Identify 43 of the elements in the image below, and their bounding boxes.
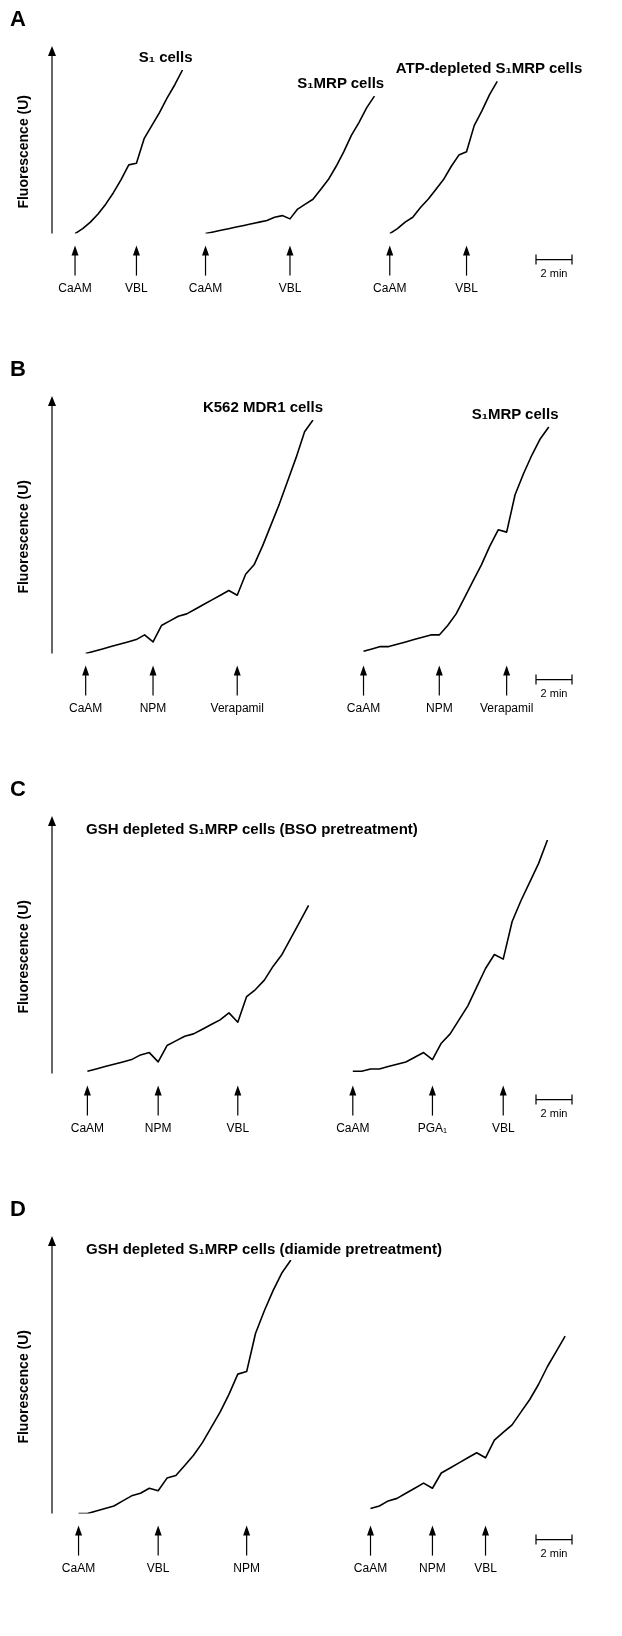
y-axis-title: Fluorescence (U) — [15, 480, 31, 594]
y-axis-title: Fluorescence (U) — [15, 900, 31, 1014]
x-tick-label: NPM — [144, 1121, 172, 1136]
chart-title: B — [10, 356, 26, 381]
x-tick-label: CaAM — [336, 1121, 370, 1136]
text: 2 min — [540, 686, 568, 699]
x-tick-label: VBL — [455, 281, 479, 296]
x-tick-label: Verapamil — [479, 701, 534, 716]
chart-subtitle: GSH depleted S₁MRP cells (diamide pretreatment) — [86, 1240, 443, 1257]
chart-title: C — [10, 776, 26, 801]
x-tick-label: NPM — [233, 1561, 260, 1576]
text: 2 min — [540, 1106, 568, 1119]
x-tick-label: CaAM — [353, 1561, 388, 1576]
x-tick-label: VBL — [278, 281, 302, 296]
x-tick-label: CaAM — [188, 281, 223, 296]
y-axis-title: Fluorescence (U) — [15, 95, 31, 209]
x-tick-label: CaAM — [346, 701, 381, 716]
series-label: ATP-depleted S₁MRP cells — [395, 59, 583, 77]
x-tick-label: NPM — [139, 701, 167, 716]
x-tick-label: PGA₁ — [417, 1121, 448, 1136]
x-tick-label: NPM — [425, 701, 453, 716]
text: 2 min — [540, 1546, 568, 1559]
x-tick-label: CaAM — [61, 1561, 96, 1576]
x-tick-label: VBL — [474, 1561, 498, 1576]
series-label: S₁ cells — [138, 48, 193, 65]
chart-title: A — [10, 6, 26, 31]
x-tick-label: NPM — [419, 1561, 446, 1576]
chart-title: D — [10, 1196, 26, 1221]
series-label: S₁MRP cells — [297, 74, 385, 92]
x-tick-label: CaAM — [58, 281, 92, 296]
x-tick-label: CaAM — [70, 1121, 105, 1136]
x-tick-label: Verapamil — [210, 701, 264, 716]
text: 2 min — [540, 266, 568, 279]
x-tick-label: VBL — [125, 281, 149, 296]
x-tick-label: VBL — [491, 1121, 515, 1136]
x-tick-label: CaAM — [69, 701, 103, 716]
x-tick-label: VBL — [146, 1561, 170, 1576]
x-tick-label: CaAM — [373, 281, 407, 296]
x-tick-label: VBL — [226, 1121, 250, 1136]
series-label: K562 MDR1 cells — [202, 398, 323, 415]
y-axis-title: Fluorescence (U) — [15, 1330, 31, 1444]
series-label: S₁MRP cells — [471, 405, 559, 423]
chart-subtitle: GSH depleted S₁MRP cells (BSO pretreatment) — [86, 820, 418, 837]
